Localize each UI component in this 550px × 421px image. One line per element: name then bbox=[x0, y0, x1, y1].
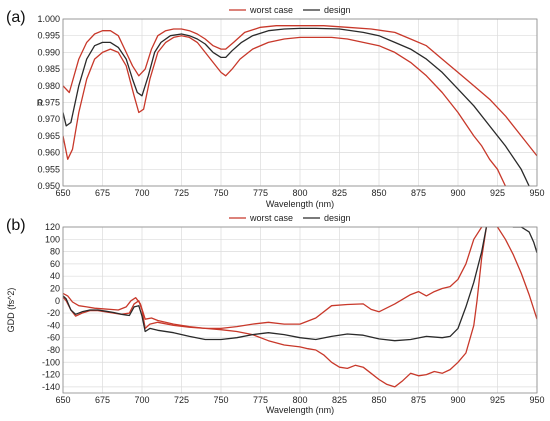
x-tick-label: 925 bbox=[490, 188, 505, 198]
x-tick-label: 950 bbox=[529, 395, 544, 405]
panel-label-b: (b) bbox=[6, 217, 26, 234]
x-tick-label: 900 bbox=[450, 395, 465, 405]
x-axis-label-b: Wavelength (nm) bbox=[266, 405, 334, 415]
y-tick-label: -40 bbox=[47, 320, 60, 330]
plot-frame-a bbox=[62, 18, 538, 187]
y-ticks-b: -140 -120 -100 -80 -60 -40 -20 0 20 40 60 80 100 120 bbox=[42, 222, 60, 392]
y-tick-label: 60 bbox=[50, 259, 60, 269]
worst-case-line bbox=[63, 227, 537, 330]
y-axis-label-a: R bbox=[37, 98, 44, 108]
x-tick-label: 825 bbox=[332, 188, 347, 198]
x-axis-label-a: Wavelength (nm) bbox=[266, 199, 334, 209]
legend-a: worst case design bbox=[229, 5, 351, 15]
x-tick-label: 875 bbox=[411, 395, 426, 405]
x-tick-label: 850 bbox=[371, 395, 386, 405]
chart-panel-b: (b) -140 -120 -100 -80 -60 -40 -20 0 20 40 60 80 100… bbox=[6, 213, 545, 415]
x-tick-label: 875 bbox=[411, 188, 426, 198]
y-tick-label: 0.990 bbox=[37, 47, 60, 57]
y-tick-label: 0.985 bbox=[37, 64, 60, 74]
plot-frame-b bbox=[62, 226, 538, 394]
y-tick-label: -120 bbox=[42, 370, 60, 380]
x-tick-label: 950 bbox=[529, 188, 544, 198]
y-tick-label: -20 bbox=[47, 308, 60, 318]
legend-label-design-a: design bbox=[324, 5, 351, 15]
x-tick-label: 725 bbox=[174, 188, 189, 198]
x-tick-label: 700 bbox=[134, 395, 149, 405]
x-tick-label: 750 bbox=[213, 188, 228, 198]
legend-label-worst-case-b: worst case bbox=[249, 213, 293, 223]
x-ticks-b: 650 675 700 725 750 775 800 825 850 875 900 925 950 bbox=[55, 395, 544, 405]
x-tick-label: 650 bbox=[55, 395, 70, 405]
series-group-a bbox=[63, 25, 537, 186]
legend-label-worst-case-a: worst case bbox=[249, 5, 293, 15]
y-tick-label: -100 bbox=[42, 357, 60, 367]
y-tick-label: 0.995 bbox=[37, 31, 60, 41]
y-tick-label: 0.975 bbox=[37, 98, 60, 108]
y-tick-label: 0.960 bbox=[37, 148, 60, 158]
y-tick-label: 1.000 bbox=[37, 14, 60, 24]
x-tick-label: 800 bbox=[292, 395, 307, 405]
chart-panel-a: (a) 0.9500.9550.9600.9650.9700.9750.9800… bbox=[6, 5, 545, 209]
legend-label-design-b: design bbox=[324, 213, 351, 223]
design-line bbox=[63, 227, 537, 342]
panel-label-a: (a) bbox=[6, 9, 26, 26]
gridlines-a bbox=[62, 18, 538, 187]
x-tick-label: 775 bbox=[253, 395, 268, 405]
x-tick-label: 900 bbox=[450, 188, 465, 198]
y-axis-label-b: GDD (fs^2) bbox=[6, 288, 16, 333]
design-line bbox=[63, 27, 530, 186]
x-tick-label: 800 bbox=[292, 188, 307, 198]
y-tick-label: 20 bbox=[50, 283, 60, 293]
x-tick-label: 925 bbox=[490, 395, 505, 405]
y-ticks-a: 0.950 0.955 0.960 0.965 0.970 0.975 0.980 0.985… bbox=[37, 14, 60, 191]
y-tick-label: -60 bbox=[47, 333, 60, 343]
x-tick-label: 750 bbox=[213, 395, 228, 405]
x-tick-label: 775 bbox=[253, 188, 268, 198]
worst-case-line bbox=[63, 25, 537, 157]
y-tick-label: 0.965 bbox=[37, 131, 60, 141]
y-tick-label: 0.970 bbox=[37, 114, 60, 124]
y-tick-label: 100 bbox=[45, 234, 60, 244]
x-tick-label: 675 bbox=[95, 188, 110, 198]
y-tick-label: 40 bbox=[50, 271, 60, 281]
y-tick-label: 0.980 bbox=[37, 81, 60, 91]
series-group-b bbox=[63, 227, 537, 388]
x-tick-label: 725 bbox=[174, 395, 189, 405]
x-tick-label: 650 bbox=[55, 188, 70, 198]
x-tick-label: 825 bbox=[332, 395, 347, 405]
x-tick-label: 700 bbox=[134, 188, 149, 198]
y-tick-label: 0.955 bbox=[37, 164, 60, 174]
y-tick-label: -80 bbox=[47, 345, 60, 355]
gridlines-b bbox=[62, 226, 538, 393]
y-tick-label: 80 bbox=[50, 247, 60, 257]
x-tick-label: 675 bbox=[95, 395, 110, 405]
legend-b: worst case design bbox=[229, 213, 351, 223]
y-tick-label: 120 bbox=[45, 222, 60, 232]
y-tick-label: 0.950 bbox=[37, 181, 60, 191]
x-ticks-a: 650 675 700 725 750 775 800 825 850 875 900 925 950 bbox=[55, 188, 544, 198]
y-tick-label: -140 bbox=[42, 382, 60, 392]
worst-case-line bbox=[63, 35, 506, 186]
x-tick-label: 850 bbox=[371, 188, 386, 198]
y-tick-label: 0 bbox=[55, 296, 60, 306]
